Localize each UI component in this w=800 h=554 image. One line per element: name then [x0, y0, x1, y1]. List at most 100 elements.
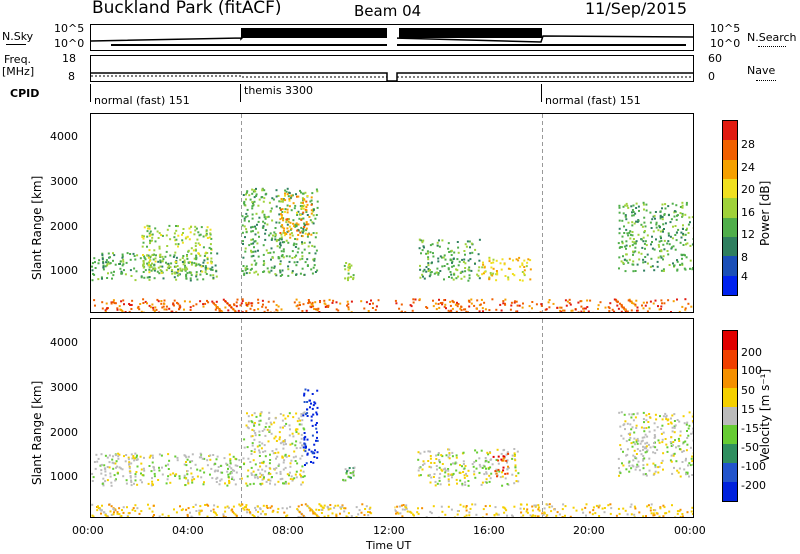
power-cell-blob-1	[188, 238, 191, 241]
velocity-cell-blob-7	[195, 510, 198, 512]
velocity-cell-blob-7	[222, 515, 225, 517]
power-cell-blob-3	[284, 192, 286, 195]
power-cell-blob-7	[684, 233, 687, 236]
power-cell-blob-2	[298, 217, 301, 220]
power-cell-blob-3	[283, 227, 286, 230]
velocity-cell-blob-1	[260, 461, 263, 464]
power-cell-blob-8	[228, 304, 231, 307]
velocity-cell-blob-0	[106, 466, 109, 468]
velocity-cell-blob-0	[198, 456, 201, 459]
power-cell-blob-3	[308, 215, 311, 218]
freq-tick-bottom: 8	[68, 70, 75, 83]
velocity-cell-blob-1	[268, 429, 271, 432]
velocity-cell-blob-4	[448, 452, 451, 455]
velocity-cell-blob-6	[657, 471, 660, 474]
velocity-cell-blob-2	[302, 414, 305, 417]
velocity-cell-blob-1	[250, 453, 253, 455]
velocity-cell-blob-7	[350, 515, 353, 517]
power-cell-blob-8	[165, 305, 168, 308]
power-cell-blob-2	[241, 215, 244, 218]
velocity-cell-blob-7	[199, 509, 202, 512]
power-cell-blob-8	[657, 305, 659, 308]
velocity-cell-blob-1	[268, 462, 271, 465]
velocity-cell-blob-2	[316, 406, 319, 409]
velocity-cell-blob-6	[652, 445, 655, 448]
velocity-cell-blob-7	[618, 512, 621, 515]
velocity-cell-blob-7	[429, 510, 432, 513]
power-cell-blob-2	[254, 227, 257, 230]
velocity-cell-blob-4	[473, 461, 476, 464]
power-cell-blob-0	[91, 262, 94, 265]
velocity-cell-blob-6	[646, 435, 649, 438]
power-cell-blob-0	[101, 256, 104, 259]
power-cell-blob-7	[680, 231, 683, 234]
velocity-cell-blob-0	[153, 469, 156, 472]
velocity-cell-blob-7	[121, 509, 123, 512]
power-cell-blob-7	[624, 204, 627, 207]
velocity-cell-blob-0	[132, 455, 135, 457]
power-cell-blob-8	[445, 307, 447, 310]
velocity-cell-blob-7	[243, 508, 246, 511]
power-cell-blob-8	[676, 298, 678, 301]
power-cell-blob-2	[299, 205, 302, 207]
power-cell-blob-5	[429, 244, 432, 247]
power-cell-blob-5	[477, 253, 480, 256]
velocity-cell-blob-7	[534, 514, 537, 517]
velocity-cell-blob-6	[686, 421, 689, 424]
power-cell-blob-6	[523, 266, 526, 268]
velocity-cell-blob-3	[352, 474, 355, 477]
velocity-cell-blob-1	[268, 411, 271, 414]
velocity-cell-blob-7	[652, 509, 655, 512]
power-cell-blob-7	[627, 221, 630, 224]
power-cell-blob-7	[655, 223, 658, 226]
power-cell-blob-8	[257, 308, 260, 311]
power-cell-blob-2	[284, 189, 287, 192]
velocity-cell-blob-7	[329, 507, 332, 510]
velocity-cell-blob-0	[91, 480, 94, 482]
power-cell-blob-1	[206, 256, 209, 259]
power-cell-blob-1	[147, 256, 150, 259]
power-cell-blob-1	[149, 230, 152, 233]
power-cell-blob-5	[439, 255, 442, 258]
velocity-cell-blob-0	[136, 458, 139, 461]
power-cell-blob-8	[545, 308, 548, 311]
velocity-cell-blob-1	[264, 434, 267, 437]
power-cell-blob-2	[291, 234, 294, 237]
velocity-cb-swatch-2	[723, 368, 737, 388]
power-cell-blob-1	[143, 256, 146, 259]
velocity-cell-blob-6	[619, 425, 622, 428]
power-cell-blob-5	[425, 270, 428, 273]
power-cell-blob-1	[151, 262, 153, 265]
velocity-cell-blob-7	[320, 505, 323, 508]
power-cell-blob-1	[148, 261, 150, 264]
power-cell-blob-2	[274, 234, 277, 236]
power-cell-blob-2	[245, 265, 248, 268]
velocity-cell-blob-6	[642, 455, 645, 457]
power-cell-blob-2	[285, 190, 288, 193]
velocity-cell-blob-0	[216, 476, 219, 479]
power-cell-blob-7	[667, 253, 670, 256]
power-cell-blob-0	[121, 253, 124, 256]
velocity-cell-blob-2	[313, 401, 316, 404]
velocity-cell-blob-7	[127, 512, 130, 515]
power-cell-blob-8	[401, 310, 403, 312]
velocity-cell-blob-1	[245, 482, 248, 485]
velocity-cell-blob-7	[543, 512, 546, 515]
power-cell-blob-6	[527, 258, 530, 261]
power-cell-blob-8	[377, 299, 380, 302]
power-cell-blob-8	[195, 303, 198, 306]
power-cell-blob-0	[215, 270, 218, 273]
velocity-cell-blob-7	[421, 507, 424, 510]
power-cell-blob-2	[275, 274, 278, 277]
velocity-cell-blob-6	[647, 426, 650, 429]
power-cell-blob-2	[252, 238, 254, 241]
power-cell-blob-7	[661, 218, 664, 221]
power-cell-blob-0	[108, 262, 111, 265]
power-cell-blob-0	[184, 269, 187, 272]
velocity-cell-blob-4	[485, 481, 488, 484]
power-cell-blob-8	[412, 298, 415, 301]
velocity-cell-blob-6	[656, 448, 659, 451]
velocity-cell-blob-2	[309, 406, 311, 409]
velocity-cell-blob-6	[686, 430, 688, 432]
velocity-cell-blob-0	[131, 457, 134, 460]
